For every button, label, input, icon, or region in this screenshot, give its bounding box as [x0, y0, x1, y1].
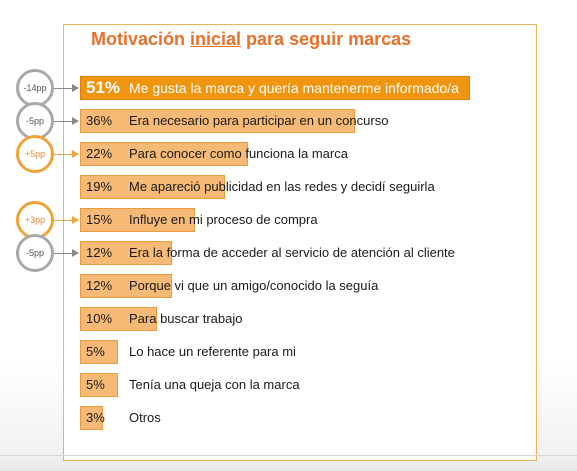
change-arrowhead — [72, 216, 79, 224]
category-label: Para buscar trabajo — [129, 311, 243, 326]
bar-value-label: 3% — [86, 410, 105, 425]
chart-title: Motivación inicial para seguir marcas — [91, 29, 411, 50]
bar — [80, 373, 119, 397]
change-connector — [54, 220, 73, 221]
bar-value-label: 19% — [86, 179, 113, 194]
change-arrowhead — [72, 84, 79, 92]
bar — [80, 307, 157, 331]
change-badge: -5pp — [16, 102, 54, 140]
bar-value-label: 51% — [86, 78, 121, 97]
bar-value-label: 12% — [86, 278, 113, 293]
bar — [80, 142, 249, 166]
category-label: Lo hace un referente para mi — [129, 344, 296, 359]
bar — [80, 340, 119, 364]
bar-value-label: 22% — [86, 146, 113, 161]
category-label: Tenía una queja con la marca — [129, 377, 300, 392]
title-suffix: para seguir marcas — [241, 29, 412, 49]
change-arrowhead — [72, 150, 79, 158]
change-arrowhead — [72, 249, 79, 257]
bar-value-label: 10% — [86, 311, 113, 326]
change-arrowhead — [72, 117, 79, 125]
change-connector — [54, 88, 73, 89]
divider — [0, 455, 577, 456]
title-prefix: Motivación — [91, 29, 191, 49]
bar-value-label: 36% — [86, 113, 113, 128]
category-label: Me apareció publicidad en las redes y de… — [129, 179, 435, 194]
change-connector — [54, 154, 73, 155]
category-label: Influye en mi proceso de compra — [129, 212, 318, 227]
title-underlined-word: inicial — [190, 29, 242, 49]
bar-value-label: 15% — [86, 212, 113, 227]
category-label: Para conocer como funciona la marca — [129, 146, 348, 161]
bar — [80, 406, 103, 430]
category-label: Otros — [129, 410, 161, 425]
change-badge: +3pp — [16, 201, 54, 239]
category-label: Me gusta la marca y quería mantenerme in… — [129, 80, 459, 96]
category-label: Porque vi que un amigo/conocido la seguí… — [129, 278, 379, 293]
bar — [80, 208, 195, 232]
bar-value-label: 12% — [86, 245, 113, 260]
bar — [80, 274, 172, 298]
bar-value-label: 5% — [86, 344, 105, 359]
category-label: Era la forma de acceder al servicio de a… — [129, 245, 455, 260]
change-badge: -14pp — [16, 69, 54, 107]
change-connector — [54, 121, 73, 122]
bar — [80, 175, 226, 199]
change-connector — [54, 253, 73, 254]
category-label: Era necesario para participar en un conc… — [129, 113, 389, 128]
change-badge: -5pp — [16, 234, 54, 272]
bar — [80, 76, 471, 100]
bar-value-label: 5% — [86, 377, 105, 392]
change-badge: +5pp — [16, 135, 54, 173]
bar — [80, 241, 172, 265]
bar — [80, 109, 356, 133]
